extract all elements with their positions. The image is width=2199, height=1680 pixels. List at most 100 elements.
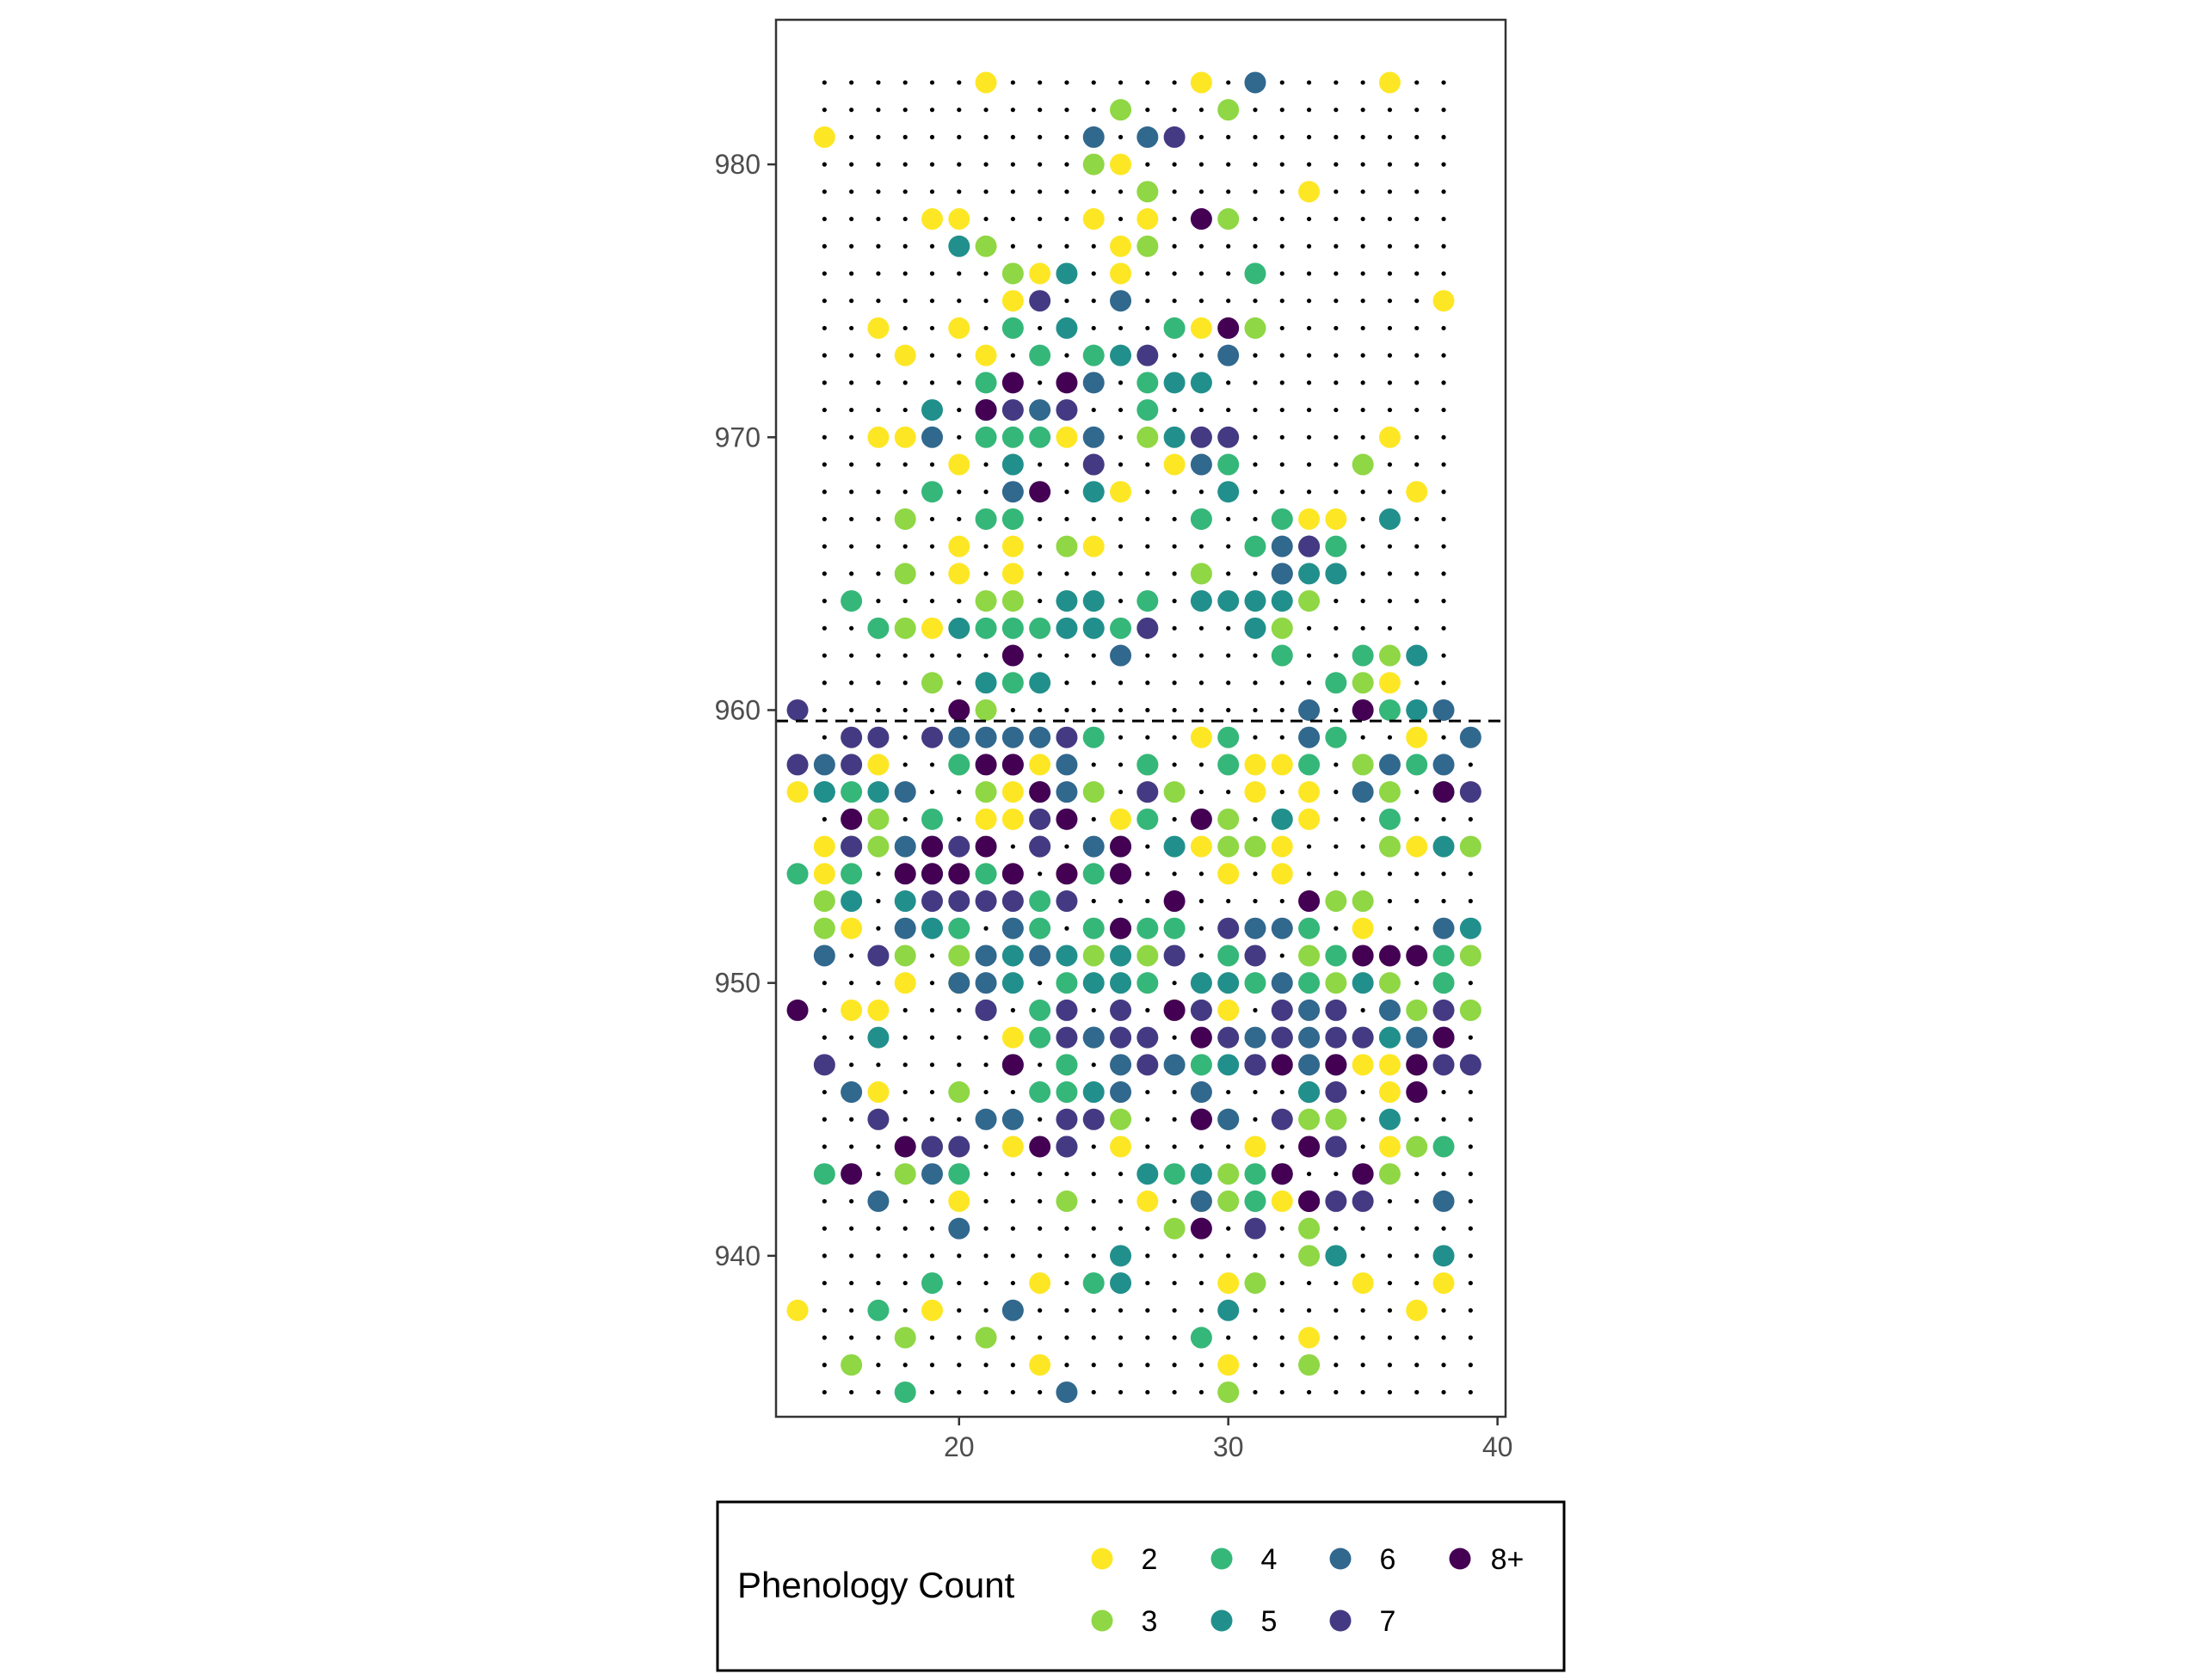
data-point-count-6 (1298, 1054, 1321, 1076)
grid-point (1172, 108, 1177, 113)
grid-point (1172, 298, 1177, 304)
data-point-count-8plus (1352, 698, 1374, 721)
grid-point (822, 80, 827, 85)
y-tick-label: 960 (715, 694, 761, 725)
data-point-count-3 (1378, 835, 1401, 858)
data-point-count-4 (1432, 972, 1455, 994)
data-point-count-2 (867, 754, 890, 776)
data-point-count-6 (867, 1190, 890, 1212)
grid-point (929, 790, 935, 795)
data-point-count-2 (867, 426, 890, 448)
grid-point (1360, 380, 1365, 385)
data-point-count-3 (841, 1354, 863, 1376)
data-point-count-3 (1110, 99, 1132, 121)
data-point-count-4 (1432, 945, 1455, 967)
data-point-count-8plus (1110, 863, 1132, 885)
grid-point (1226, 80, 1231, 85)
grid-point (1010, 1226, 1015, 1231)
data-point-count-4 (975, 508, 997, 530)
data-point-count-3 (1298, 1245, 1321, 1267)
grid-point (822, 1226, 827, 1231)
grid-point (876, 80, 881, 85)
grid-point (1091, 1144, 1096, 1149)
data-point-count-2 (1029, 1272, 1051, 1295)
data-point-count-7 (1056, 399, 1078, 422)
grid-point (1118, 680, 1124, 686)
grid-point (1172, 544, 1177, 549)
data-point-count-4 (1136, 399, 1159, 422)
data-point-count-7 (1056, 1108, 1078, 1130)
grid-point (1253, 243, 1258, 249)
grid-point (1172, 680, 1177, 686)
grid-point (1306, 134, 1312, 139)
data-point-count-5 (1110, 1245, 1132, 1267)
data-point-count-3 (1217, 835, 1240, 858)
data-point-count-7 (1352, 1190, 1374, 1212)
grid-point (957, 1253, 962, 1258)
data-point-count-5 (1056, 317, 1078, 339)
data-point-count-4 (1136, 917, 1159, 939)
data-point-count-5 (1352, 972, 1374, 994)
data-point-count-6 (1271, 563, 1293, 585)
data-point-count-6 (1271, 535, 1293, 557)
data-point-count-6 (975, 972, 997, 994)
legend-key-4 (1210, 1548, 1233, 1570)
data-point-count-2 (921, 1299, 943, 1321)
grid-point (1387, 380, 1393, 385)
data-point-count-5 (1190, 972, 1212, 994)
data-point-count-6 (894, 917, 916, 939)
grid-point (1387, 271, 1393, 276)
grid-point (849, 134, 854, 139)
grid-point (957, 1335, 962, 1340)
grid-point (983, 1062, 989, 1068)
grid-point (1172, 216, 1177, 222)
grid-point (1010, 707, 1015, 713)
data-point-count-4 (1244, 535, 1266, 557)
grid-point (1145, 489, 1150, 495)
grid-point (876, 1253, 881, 1258)
grid-point (1198, 108, 1204, 113)
data-point-count-3 (894, 1163, 916, 1185)
data-point-count-5 (1432, 835, 1455, 858)
grid-point (1468, 1089, 1473, 1095)
legend-key-3 (1091, 1609, 1113, 1632)
data-point-count-4 (841, 590, 863, 612)
data-point-count-3 (1056, 1190, 1078, 1212)
grid-point (929, 544, 935, 549)
grid-point (1226, 189, 1231, 194)
grid-point (1091, 680, 1096, 686)
grid-point (1414, 926, 1420, 931)
grid-point (1306, 680, 1312, 686)
grid-point (1253, 162, 1258, 167)
grid-point (1334, 271, 1339, 276)
grid-point (1360, 1253, 1365, 1258)
grid-point (1010, 216, 1015, 222)
grid-point (1414, 407, 1420, 413)
grid-point (1172, 1308, 1177, 1313)
grid-point (1198, 1363, 1204, 1368)
data-point-count-4 (1056, 1054, 1078, 1076)
data-point-count-2 (1378, 1135, 1401, 1158)
grid-point (902, 108, 908, 113)
data-point-count-6 (921, 1163, 943, 1185)
grid-point (822, 162, 827, 167)
data-point-count-7 (975, 999, 997, 1021)
data-point-count-8plus (1217, 317, 1240, 339)
grid-point (1306, 1172, 1312, 1177)
grid-point (1414, 871, 1420, 877)
data-point-count-3 (1406, 999, 1428, 1021)
data-point-count-5 (1325, 563, 1347, 585)
data-point-count-4 (1029, 1026, 1051, 1049)
grid-point (1279, 216, 1284, 222)
data-point-count-4 (1378, 698, 1401, 721)
grid-point (1387, 1335, 1393, 1340)
grid-point (1468, 898, 1473, 904)
data-point-count-4 (1432, 1135, 1455, 1158)
data-point-count-4 (841, 781, 863, 803)
grid-point (1198, 953, 1204, 958)
grid-point (1279, 434, 1284, 440)
grid-point (1334, 707, 1339, 713)
data-point-count-4 (1163, 917, 1186, 939)
grid-point (876, 298, 881, 304)
grid-point (849, 271, 854, 276)
